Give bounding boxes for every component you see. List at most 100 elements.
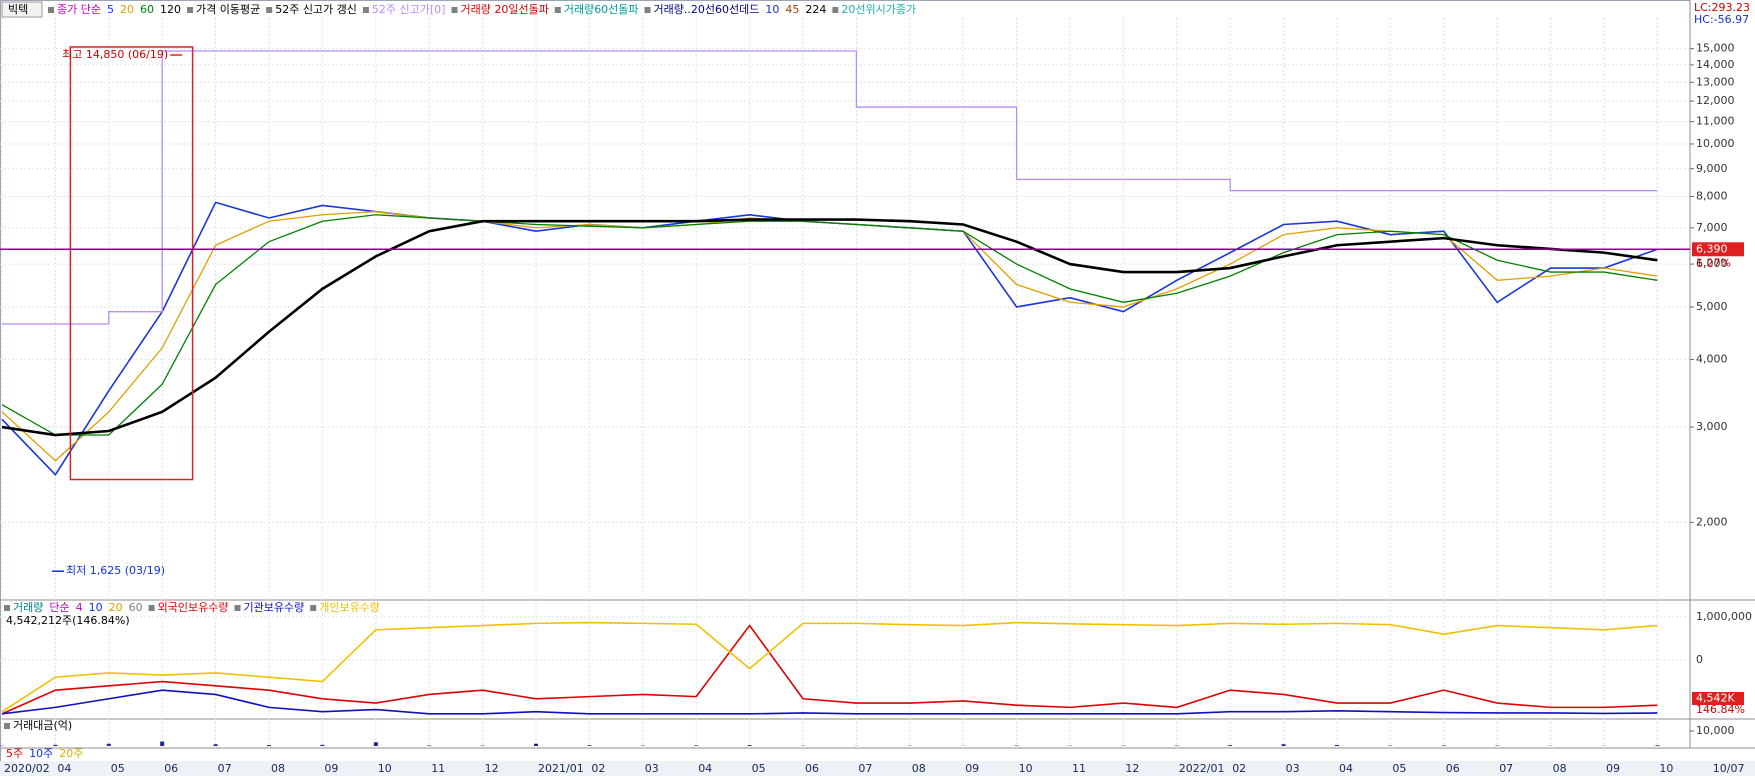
legend-label: 20주 bbox=[59, 747, 83, 760]
legend-label: 거래량60선돌파 bbox=[564, 3, 639, 16]
y-tick-label: 14,000 bbox=[1696, 58, 1735, 71]
last-price-box bbox=[1692, 242, 1744, 257]
y-tick-label: 5,000 bbox=[1696, 300, 1728, 313]
x-tick-label: 06 bbox=[164, 762, 178, 775]
x-tick-label: 07 bbox=[1499, 762, 1513, 775]
legend-swatch bbox=[451, 7, 458, 13]
last-price-label: 6,390 bbox=[1696, 242, 1728, 255]
legend-label: 224 bbox=[805, 3, 826, 16]
price-axis-area bbox=[1690, 0, 1755, 776]
last-volume-label: 4,542K bbox=[1696, 692, 1735, 705]
x-tick-label: 2022/01 bbox=[1179, 762, 1225, 775]
y-tick-label: 13,000 bbox=[1696, 75, 1735, 88]
value-bar bbox=[213, 744, 218, 746]
legend-swatch bbox=[148, 605, 155, 611]
ma-line bbox=[1, 214, 1658, 436]
legend-label: 거래량..20선60선데드 bbox=[654, 3, 760, 16]
legend-label: 4 bbox=[76, 601, 83, 614]
legend-swatch bbox=[4, 723, 10, 729]
legend-label: 개인보유수량 bbox=[319, 601, 380, 614]
info-label: LC:293.23 bbox=[1694, 1, 1750, 14]
volume-info: 4,542,212주(146.84%) bbox=[6, 614, 130, 627]
legend-swatch bbox=[644, 7, 651, 13]
legend-swatch bbox=[362, 7, 369, 13]
value-bar bbox=[534, 743, 538, 746]
x-tick-label: 12 bbox=[485, 762, 499, 775]
y-tick-label: 7,000 bbox=[1696, 221, 1728, 234]
legend-label: 단순 bbox=[49, 601, 69, 614]
high-label: 최고 14,850 (06/19) bbox=[62, 48, 168, 61]
x-tick-label: 03 bbox=[645, 762, 659, 775]
holding-line bbox=[1, 624, 1658, 715]
title-box bbox=[1, 1, 43, 18]
legend-label: 10 bbox=[765, 3, 779, 16]
legend-label: 거래량 20일선돌파 bbox=[460, 2, 548, 16]
x-tick-label: 08 bbox=[912, 762, 926, 775]
legend-label: 52주 신고가[0] bbox=[372, 3, 446, 16]
y-tick-label: 3,000 bbox=[1696, 420, 1728, 433]
y-tick-label: 8,000 bbox=[1696, 189, 1728, 202]
legend-label: 45 bbox=[785, 3, 799, 16]
low-label: 최저 1,625 (03/19) bbox=[66, 564, 165, 577]
x-tick-label: 02 bbox=[591, 762, 605, 775]
legend-swatch bbox=[48, 7, 54, 13]
y-tick-label: 2,000 bbox=[1696, 515, 1728, 528]
y-tick-label: 15,000 bbox=[1696, 42, 1735, 55]
legend-label: 외국인보유수량 bbox=[158, 601, 229, 614]
x-tick-label: 07 bbox=[218, 762, 232, 775]
value-bar bbox=[1335, 744, 1339, 746]
legend-label: 거래량 bbox=[13, 601, 43, 614]
legend-label: 120 bbox=[160, 3, 181, 16]
legend-swatch bbox=[4, 605, 10, 611]
value-bar bbox=[106, 743, 111, 746]
legend-label: 거래대금(억) bbox=[13, 719, 72, 732]
y-tick-label: 9,000 bbox=[1696, 162, 1728, 175]
x-tick-label: 04 bbox=[1339, 762, 1353, 775]
x-tick-label: 11 bbox=[431, 762, 445, 775]
x-tick-label: 08 bbox=[271, 762, 285, 775]
info-label: HC:-56.97 bbox=[1694, 13, 1749, 26]
legend-label: 20 bbox=[109, 601, 123, 614]
x-tick-label: 09 bbox=[324, 762, 338, 775]
legend-label: 20선위시가종가 bbox=[841, 3, 916, 16]
x-tick-label: 04 bbox=[698, 762, 712, 775]
y-tick-label: 11,000 bbox=[1696, 115, 1735, 128]
legend-label: 종가 단순 bbox=[57, 3, 101, 16]
x-tick-label: 05 bbox=[752, 762, 766, 775]
x-tick-label: 2020/02 bbox=[4, 762, 50, 775]
x-tick-label: 06 bbox=[1446, 762, 1460, 775]
value-bar bbox=[1281, 744, 1286, 746]
holding-line bbox=[1, 621, 1658, 713]
value-bar bbox=[427, 745, 432, 746]
legend-label: 5 bbox=[107, 3, 114, 16]
x-tick-label: 05 bbox=[111, 762, 125, 775]
legend-label: 10주 bbox=[29, 747, 53, 760]
legend-label: 가격 이동평균 bbox=[196, 3, 260, 16]
x-tick-label: 2021/01 bbox=[538, 762, 584, 775]
holding-line bbox=[1, 689, 1658, 715]
legend-label: 52주 신고가 갱신 bbox=[275, 3, 357, 16]
legend-label: 20 bbox=[120, 3, 134, 16]
x-axis-strip bbox=[0, 761, 1755, 776]
x-tick-label: 10 bbox=[1659, 762, 1673, 775]
x-tick-label: 07 bbox=[858, 762, 872, 775]
y-tick-label: 4,000 bbox=[1696, 352, 1728, 365]
y-tick-label: 10,000 bbox=[1696, 137, 1735, 150]
x-tick-label: 10 bbox=[1019, 762, 1033, 775]
x-tick-label: 06 bbox=[805, 762, 819, 775]
value-bar bbox=[747, 745, 752, 746]
x-tick-label: 11 bbox=[1072, 762, 1086, 775]
value-bar bbox=[587, 745, 592, 746]
value-bar bbox=[1228, 745, 1233, 746]
value-bar bbox=[373, 742, 378, 746]
ma-line bbox=[1, 218, 1658, 437]
legend-swatch bbox=[266, 7, 273, 13]
x-tick-label: 08 bbox=[1553, 762, 1567, 775]
y-tick-label: 0 bbox=[1696, 653, 1703, 666]
last-ratio-label: 146.84% bbox=[1696, 703, 1745, 716]
chart-title: 빅텍 bbox=[8, 3, 28, 16]
y-tick-label: 10,000 bbox=[1696, 724, 1735, 737]
legend-label: 5주 bbox=[6, 747, 23, 760]
